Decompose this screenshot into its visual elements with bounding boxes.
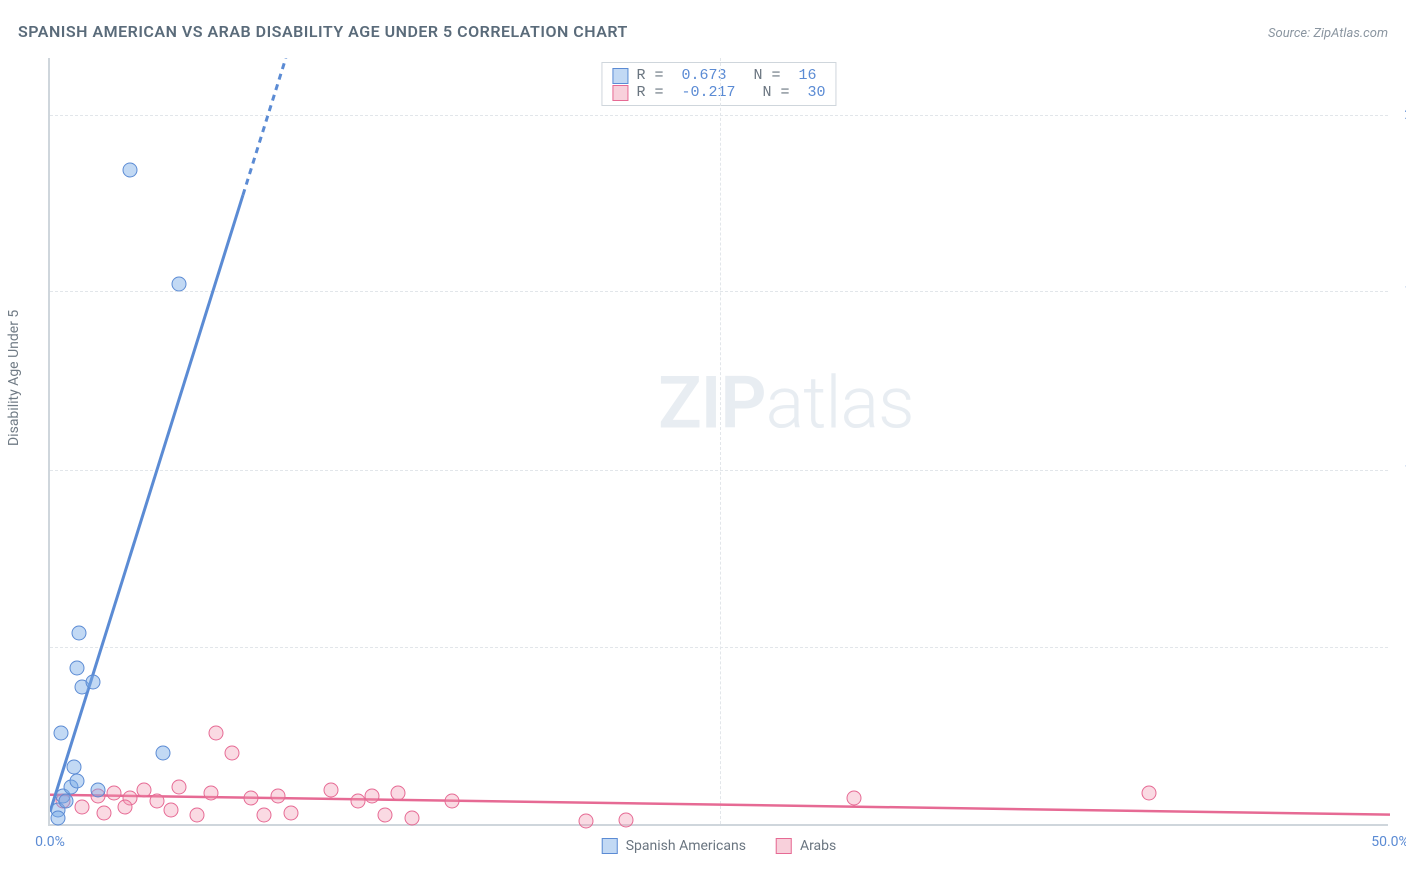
data-point <box>209 725 224 740</box>
data-point <box>107 785 122 800</box>
data-point <box>619 812 634 827</box>
data-point <box>118 799 133 814</box>
gridline-h <box>50 470 1388 471</box>
correlation-stats-box: R = 0.673 N = 16 R = -0.217 N = 30 <box>601 62 836 106</box>
swatch-pink-icon <box>612 85 628 101</box>
data-point <box>847 791 862 806</box>
data-point <box>123 162 138 177</box>
data-point <box>85 674 100 689</box>
data-point <box>96 805 111 820</box>
data-point <box>579 814 594 829</box>
y-axis-label: Disability Age Under 5 <box>6 310 22 446</box>
x-legend: Spanish Americans Arabs <box>602 838 837 854</box>
watermark: ZIPatlas <box>658 360 914 445</box>
stat-row-pink: R = -0.217 N = 30 <box>612 84 825 101</box>
data-point <box>67 760 82 775</box>
chart-title: SPANISH AMERICAN VS ARAB DISABILITY AGE … <box>18 22 628 41</box>
data-point <box>445 794 460 809</box>
data-point <box>51 811 66 826</box>
gridline-h <box>50 647 1388 648</box>
data-point <box>324 782 339 797</box>
data-point <box>163 802 178 817</box>
data-point <box>404 811 419 826</box>
gridline-h <box>50 115 1388 116</box>
data-point <box>203 785 218 800</box>
data-point <box>244 791 259 806</box>
plot-area: ZIPatlas R = 0.673 N = 16 R = -0.217 N = <box>48 58 1388 826</box>
x-tick-label: 50.0% <box>1371 834 1406 850</box>
swatch-pink-icon <box>776 838 792 854</box>
source-attribution: Source: ZipAtlas.com <box>1268 26 1388 41</box>
data-point <box>190 808 205 823</box>
data-point <box>171 780 186 795</box>
data-point <box>53 725 68 740</box>
data-point <box>257 808 272 823</box>
swatch-blue-icon <box>602 838 618 854</box>
data-point <box>91 782 106 797</box>
data-point <box>59 794 74 809</box>
data-point <box>171 276 186 291</box>
data-point <box>136 782 151 797</box>
swatch-blue-icon <box>612 68 628 84</box>
gridline-h <box>50 291 1388 292</box>
data-point <box>225 745 240 760</box>
data-point <box>72 626 87 641</box>
data-point <box>378 808 393 823</box>
data-point <box>150 794 165 809</box>
legend-item-pink: Arabs <box>776 838 836 854</box>
data-point <box>155 745 170 760</box>
data-point <box>69 660 84 675</box>
data-point <box>1141 785 1156 800</box>
data-point <box>270 788 285 803</box>
x-tick-label: 0.0% <box>35 834 65 850</box>
data-point <box>284 805 299 820</box>
stat-row-blue: R = 0.673 N = 16 <box>612 67 825 84</box>
legend-item-blue: Spanish Americans <box>602 838 746 854</box>
gridline-v <box>720 58 721 824</box>
data-point <box>69 774 84 789</box>
data-point <box>391 785 406 800</box>
data-point <box>364 788 379 803</box>
data-point <box>75 799 90 814</box>
